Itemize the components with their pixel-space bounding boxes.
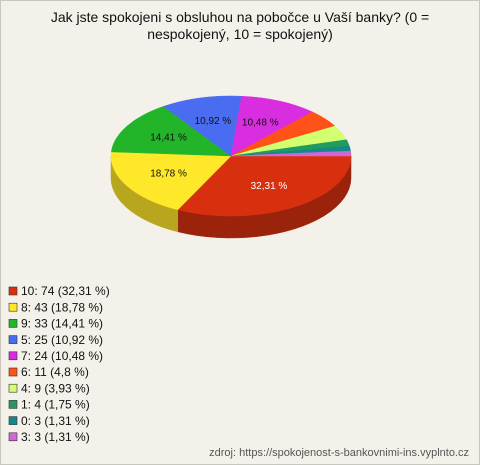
legend-swatch	[8, 286, 18, 296]
legend-swatch	[8, 319, 18, 328]
value-label: 10,92 %	[195, 116, 232, 127]
value-label: 10,48 %	[242, 118, 279, 129]
slice	[110, 151, 232, 211]
legend-swatch	[8, 367, 18, 377]
legend-label: 1: 4 (1,75 %)	[21, 398, 90, 412]
legend-label: 4: 9 (3,93 %)	[21, 381, 90, 395]
source: zdroj: https://spokojenost-s-bankovnimi-…	[209, 447, 469, 459]
legend-swatch	[8, 351, 18, 361]
legend-label: 9: 33 (14,41 %)	[21, 317, 103, 331]
legend-swatch	[8, 335, 18, 344]
legend-label: 6: 11 (4,8 %)	[21, 365, 89, 379]
value-label: 32,31 %	[251, 181, 288, 192]
legend-swatch	[8, 416, 18, 425]
legend-swatch	[8, 383, 18, 393]
slice	[163, 95, 242, 157]
legend-label: 0: 3 (1,31 %)	[21, 414, 90, 428]
legend-label: 7: 24 (10,48 %)	[21, 349, 103, 363]
slice	[230, 150, 352, 157]
legend-swatch	[8, 400, 18, 409]
slice	[177, 155, 352, 217]
legend-label: 5: 25 (10,92 %)	[21, 333, 103, 347]
value-label: 14,41 %	[150, 133, 187, 144]
value-label: 18,78 %	[150, 169, 187, 180]
legend-swatch	[8, 432, 18, 442]
legend-label: 8: 43 (18,78 %)	[21, 300, 103, 314]
slice	[110, 106, 232, 157]
legend-label: 10: 74 (32,31 %)	[21, 284, 110, 298]
slice	[230, 95, 314, 157]
legend-swatch	[8, 302, 18, 312]
chart-title: Jak jste spokojeni s obsluhou na pobočce…	[50, 9, 430, 42]
legend-label: 3: 3 (1,31 %)	[21, 430, 90, 444]
